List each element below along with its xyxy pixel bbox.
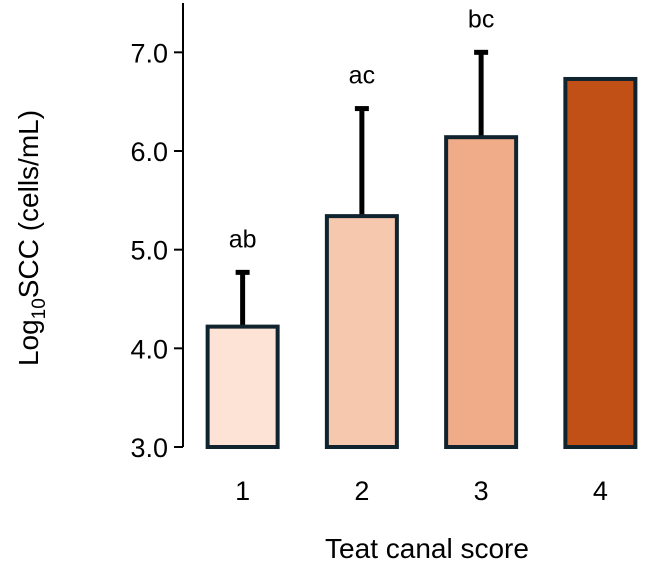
y-ticks-layer: 3.0 4.0 5.0 6.0 7.0 (130, 38, 183, 463)
bar-3 (444, 135, 519, 449)
x-tick-label: 3 (474, 476, 489, 506)
x-tick-label: 2 (354, 476, 369, 506)
y-tick-label: 7.0 (130, 38, 168, 68)
y-axis-title-suffix: SCC (cells/mL) (13, 110, 44, 298)
y-tick-label: 5.0 (130, 236, 168, 266)
x-axis-title: Teat canal score (325, 533, 529, 563)
y-axis-title-subscript: 10 (29, 298, 50, 319)
y-tick-label: 4.0 (130, 334, 168, 364)
bar-4 (563, 76, 638, 450)
significance-label: ac (349, 62, 375, 90)
significance-label: bc (468, 5, 494, 33)
y-tick-label: 6.0 (130, 137, 168, 167)
y-axis-title: Log10SCC (cells/mL) (13, 110, 50, 366)
bar-1 (205, 324, 280, 450)
x-tick-label: 1 (235, 476, 250, 506)
bars-layer: ab ac bc (205, 5, 638, 450)
x-tick-label: 4 (593, 476, 608, 506)
bar-2 (324, 214, 399, 449)
x-ticks-layer: 1 2 3 4 (235, 476, 608, 506)
y-axis-title-prefix: Log (13, 319, 44, 366)
significance-label: ab (229, 225, 257, 253)
y-tick-label: 3.0 (130, 433, 168, 463)
